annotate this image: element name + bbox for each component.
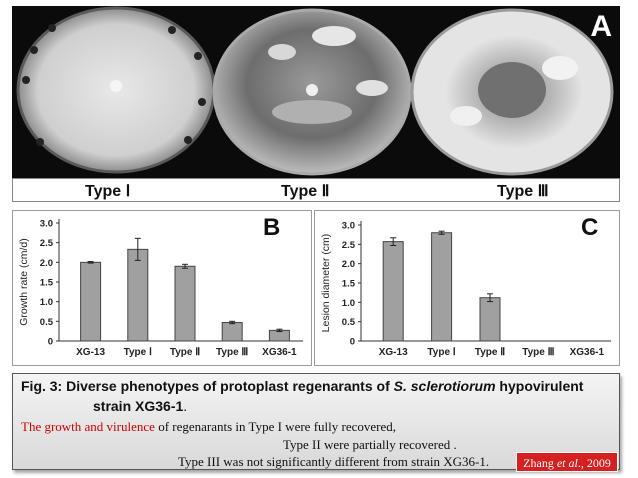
panel-letter: C [581,214,598,241]
bar [80,261,102,342]
type-label-bar: Type Ⅰ Type Ⅱ Type Ⅲ [12,178,620,202]
caption-prefix: Fig. 3: Diverse phenotypes of protoplast… [21,378,394,394]
citation-etal: et al [556,456,578,470]
caption-line-5: Type III was not significantly different… [178,454,490,469]
x-tick-label: Type Ⅰ [124,347,152,358]
caption-period: . [183,398,188,414]
caption-type1-text: of regenarants in Type I were fully reco… [154,419,396,434]
type-label-1: Type Ⅰ [85,183,131,200]
y-tick-label: 0.5 [342,317,356,328]
petri-dish-photos [12,6,620,178]
x-tick-label: XG36-1 [262,347,297,358]
bar [479,297,501,342]
y-tick-label: 3.0 [342,221,355,232]
bar [174,265,196,342]
chart-c-box: 0 0.5 1.0 1.5 2.0 2.5 3.0 Lesion diameter (cm) C… [314,210,620,366]
x-tick-label: XG-13 [76,347,105,358]
caption-line-3: The growth and virulence of regenarants … [21,419,396,435]
panel-letter: B [263,214,280,241]
bar [127,248,149,342]
bar [431,232,453,342]
chart-b: 0 0.5 1.0 1.5 2.0 2.5 3.0 Growth rate (cm/d) B XG… [18,214,303,358]
type-label-2: Type Ⅱ [281,183,330,200]
x-tick-label: Type Ⅰ [427,347,455,358]
dish-type-3 [410,8,614,176]
y-tick-label: 3.0 [40,219,53,230]
caption-species: S. sclerotiorum [393,378,496,394]
y-tick-label: 2.5 [40,238,54,249]
x-tick-label: XG36-1 [570,347,605,358]
y-tick-label: 2.0 [342,259,355,270]
panel-a-letter: A [590,10,612,43]
caption-line-2: strain XG36-1. [93,398,187,414]
chart-c: 0 0.5 1.0 1.5 2.0 2.5 3.0 Lesion diameter (cm) C… [320,214,611,358]
caption-highlight: The growth and virulence [21,419,155,434]
dish-type-1 [16,6,216,174]
x-tick-label: Type Ⅱ [170,347,200,358]
y-axis-label: Lesion diameter (cm) [320,234,332,333]
caption-suffix: hypovirulent [495,378,584,394]
caption-line-4: Type II were partially recovered . [283,437,457,452]
bar [382,241,404,342]
y-tick-label: 0 [350,337,355,348]
x-tick-label: Type Ⅱ [475,347,505,358]
dish-type-2 [212,8,412,176]
y-tick-label: 0.5 [40,317,54,328]
x-tick-label: Type Ⅲ [216,347,248,358]
x-tick-label: XG-13 [379,347,408,358]
panel-a: A Type Ⅰ Type Ⅱ Type Ⅲ [12,6,620,202]
citation-year: ., 2009 [577,456,611,470]
y-tick-label: 2.5 [342,240,356,251]
x-tick-label: Type Ⅲ [522,347,554,358]
y-tick-label: 1.5 [40,278,54,289]
type-label-3: Type Ⅲ [497,183,549,200]
y-tick-label: 1.0 [342,298,355,309]
y-axis-label: Growth rate (cm/d) [18,238,30,326]
bar [221,322,243,342]
caption-line-1: Fig. 3: Diverse phenotypes of protoplast… [21,378,583,394]
chart-b-box: 0 0.5 1.0 1.5 2.0 2.5 3.0 Growth rate (cm/d) B XG… [12,210,312,366]
y-tick-label: 1.0 [40,297,53,308]
citation-author: Zhang [523,456,557,470]
y-tick-label: 1.5 [342,279,356,290]
citation-badge: Zhang et al., 2009 [516,452,618,472]
y-tick-label: 0 [48,337,53,348]
y-tick-label: 2.0 [40,258,53,269]
caption-strain: strain XG36-1 [93,398,184,414]
